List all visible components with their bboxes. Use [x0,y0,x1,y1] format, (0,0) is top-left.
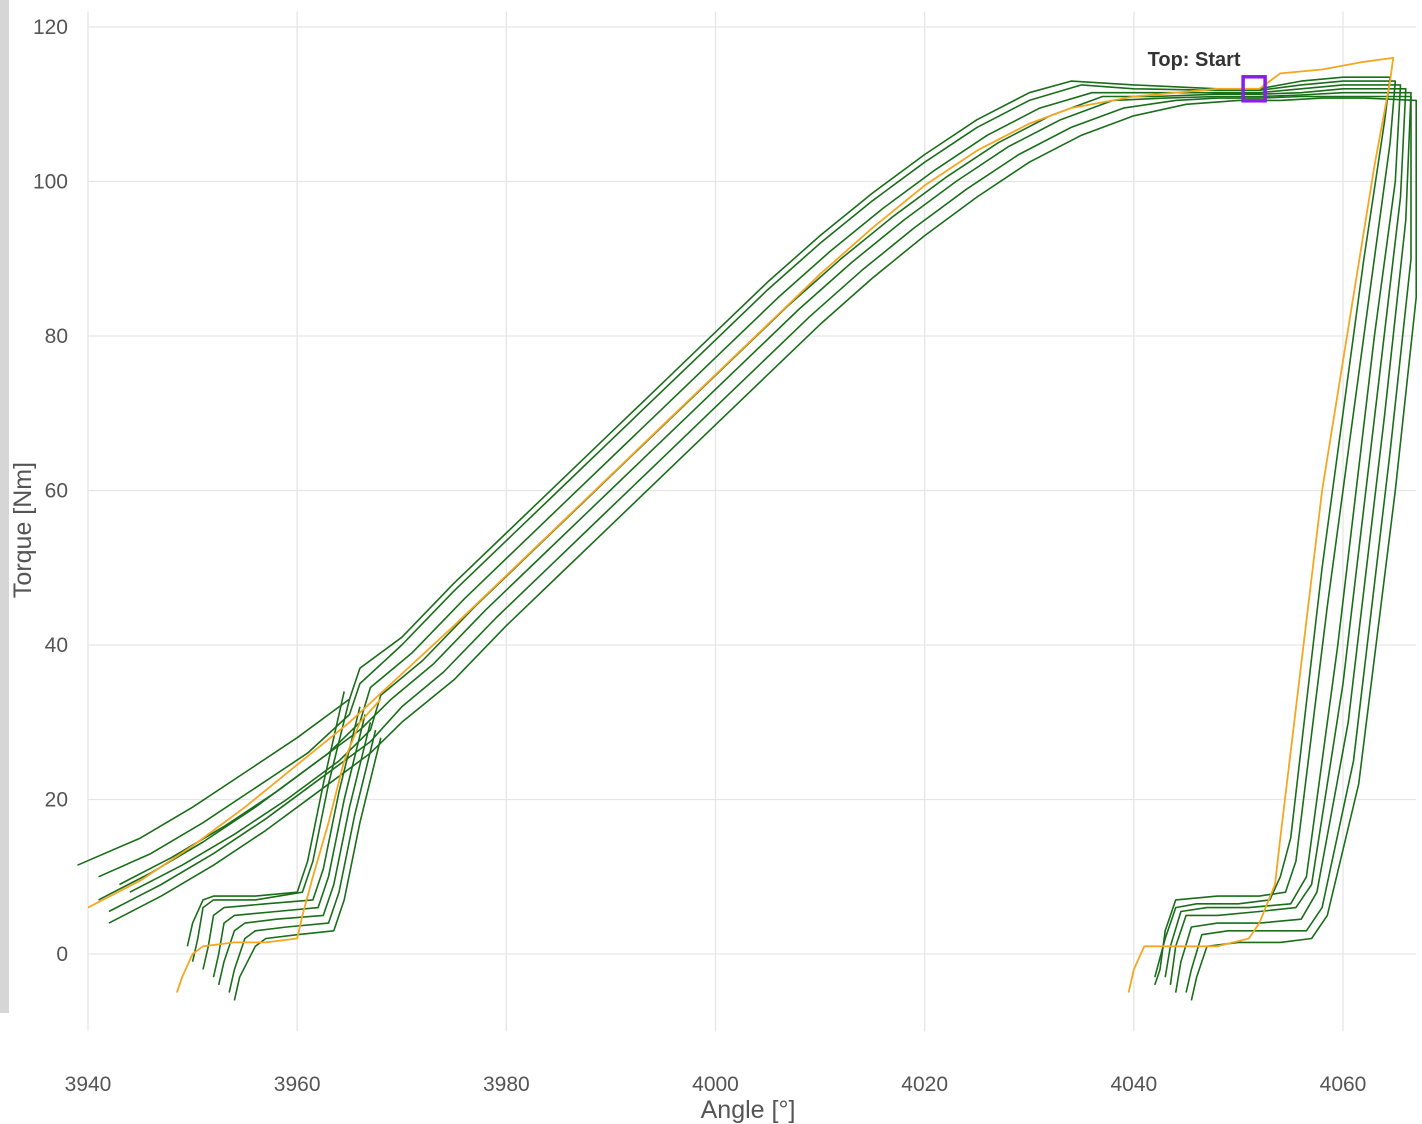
run-curve-12 [108,95,1412,993]
grid-lines [87,11,1417,1032]
run-curve-5 [191,698,351,962]
series-lines [77,57,1417,1001]
y-tick-labels: 0 20 40 60 80 100 120 [33,16,68,966]
x-tick-label: 3980 [483,1073,530,1096]
run-curve-14 [108,97,1417,1001]
x-tick-label: 3960 [274,1073,321,1096]
run-curve-4 [98,80,1397,986]
y-tick-label: 0 [56,943,68,966]
x-tick-label: 3940 [65,1073,112,1096]
run-curve-13 [228,729,377,993]
y-tick-label: 120 [33,16,68,39]
y-tick-label: 60 [45,480,68,503]
y-axis-title: Torque [Nm] [9,462,37,598]
run-curve-7 [202,706,361,970]
y-tick-label: 40 [45,634,68,657]
run-curve-11 [217,722,372,986]
x-tick-label: 4040 [1110,1073,1157,1096]
x-tick-label: 4000 [692,1073,739,1096]
run-curve-15 [233,737,382,1001]
reference-curve-0 [87,57,1395,993]
run-curve-2 [77,76,1391,978]
run-curve-10 [98,91,1412,993]
y-tick-label: 80 [45,325,68,348]
left-edge-bar [0,0,9,1013]
x-tick-labels: 3940 3960 3980 4000 4020 4040 4060 [65,1073,1367,1096]
y-tick-label: 20 [45,789,68,812]
x-axis-title: Angle [°] [701,1096,796,1124]
run-curve-8 [129,88,1407,986]
reference-curve-1 [176,698,382,993]
top-start-marker [1241,75,1267,103]
run-curve-3 [186,691,345,947]
y-tick-label: 100 [33,171,68,194]
x-tick-label: 4060 [1320,1073,1367,1096]
run-curve-6 [119,84,1402,978]
x-tick-label: 4020 [901,1073,948,1096]
top-start-annotation: Top: Start [1148,49,1241,71]
